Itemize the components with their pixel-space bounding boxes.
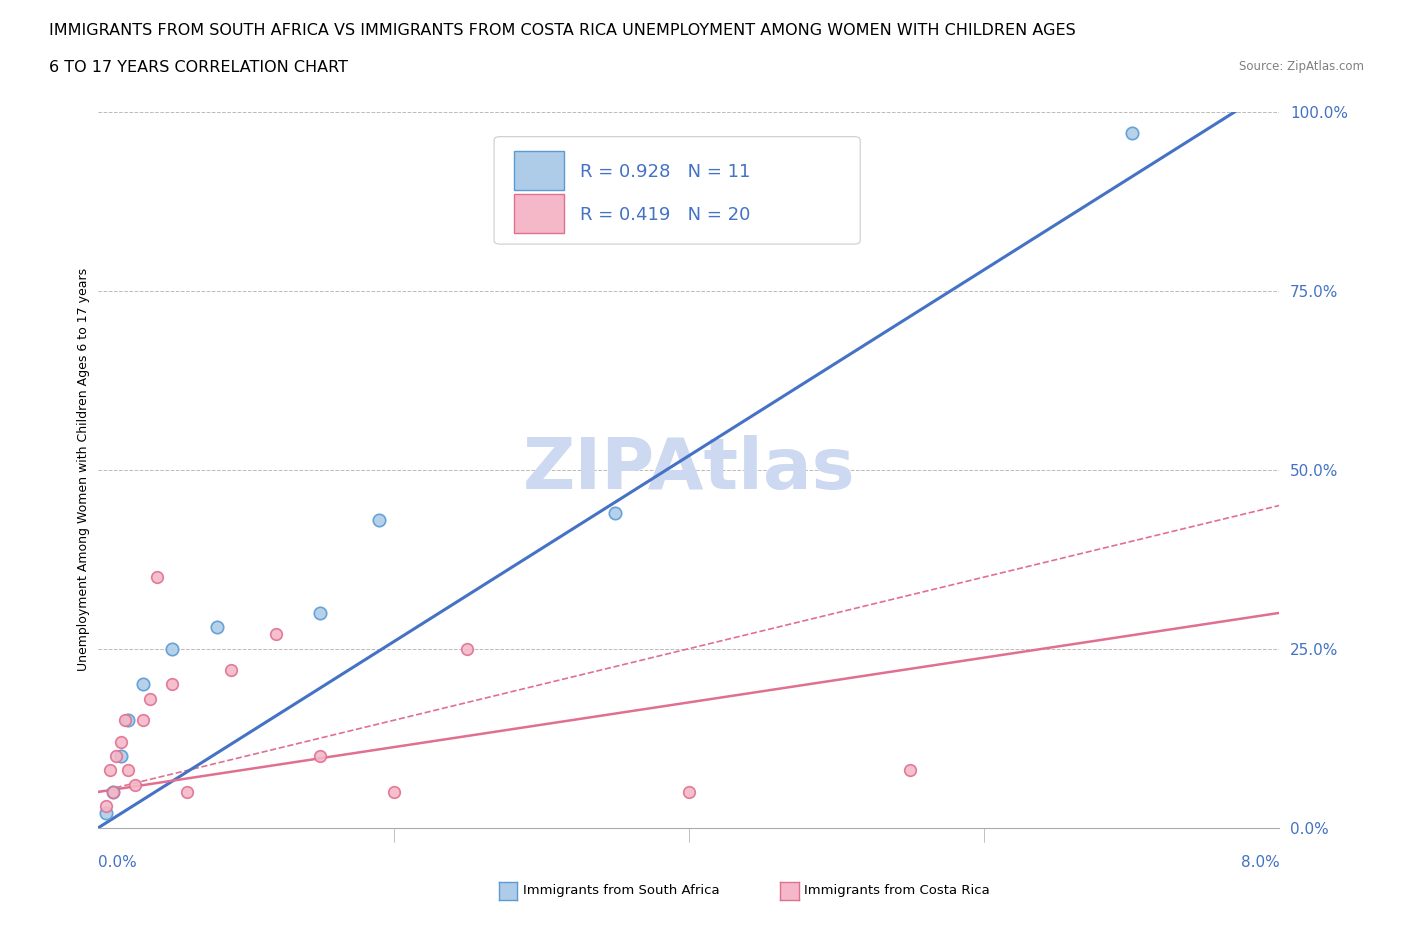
Point: [605, 505, 627, 520]
Point: [124, 777, 146, 792]
Point: [105, 749, 128, 764]
Text: R = 0.928   N = 11: R = 0.928 N = 11: [581, 164, 751, 181]
Point: [382, 785, 405, 800]
Text: Source: ZipAtlas.com: Source: ZipAtlas.com: [1239, 60, 1364, 73]
Text: Immigrants from Costa Rica: Immigrants from Costa Rica: [804, 884, 990, 897]
Point: [114, 712, 136, 727]
Point: [94, 799, 117, 814]
Point: [264, 627, 287, 642]
Point: [308, 605, 332, 620]
Text: 8.0%: 8.0%: [1240, 855, 1279, 870]
Point: [132, 677, 155, 692]
Point: [146, 569, 169, 585]
Point: [117, 763, 139, 777]
Text: 0.0%: 0.0%: [98, 855, 138, 870]
Point: [678, 785, 700, 800]
Point: [1121, 126, 1143, 140]
Point: [205, 619, 228, 634]
Point: [110, 735, 132, 750]
Point: [110, 749, 132, 764]
Point: [176, 785, 198, 800]
Point: [162, 642, 183, 657]
Text: R = 0.419   N = 20: R = 0.419 N = 20: [581, 206, 751, 224]
Point: [117, 712, 139, 727]
Text: 6 TO 17 YEARS CORRELATION CHART: 6 TO 17 YEARS CORRELATION CHART: [49, 60, 349, 75]
Point: [308, 749, 332, 764]
FancyBboxPatch shape: [515, 151, 564, 191]
Y-axis label: Unemployment Among Women with Children Ages 6 to 17 years: Unemployment Among Women with Children A…: [77, 268, 90, 671]
Point: [367, 512, 389, 527]
Point: [103, 785, 125, 800]
Point: [94, 806, 117, 821]
Point: [162, 677, 183, 692]
Point: [98, 763, 121, 777]
Point: [132, 712, 155, 727]
FancyBboxPatch shape: [494, 137, 860, 244]
Point: [900, 763, 922, 777]
Text: ZIPAtlas: ZIPAtlas: [523, 435, 855, 504]
Text: Immigrants from South Africa: Immigrants from South Africa: [523, 884, 720, 897]
Point: [219, 663, 242, 678]
FancyBboxPatch shape: [515, 194, 564, 233]
Point: [139, 691, 162, 706]
Text: IMMIGRANTS FROM SOUTH AFRICA VS IMMIGRANTS FROM COSTA RICA UNEMPLOYMENT AMONG WO: IMMIGRANTS FROM SOUTH AFRICA VS IMMIGRAN…: [49, 23, 1076, 38]
Point: [103, 785, 125, 800]
Point: [456, 642, 478, 657]
